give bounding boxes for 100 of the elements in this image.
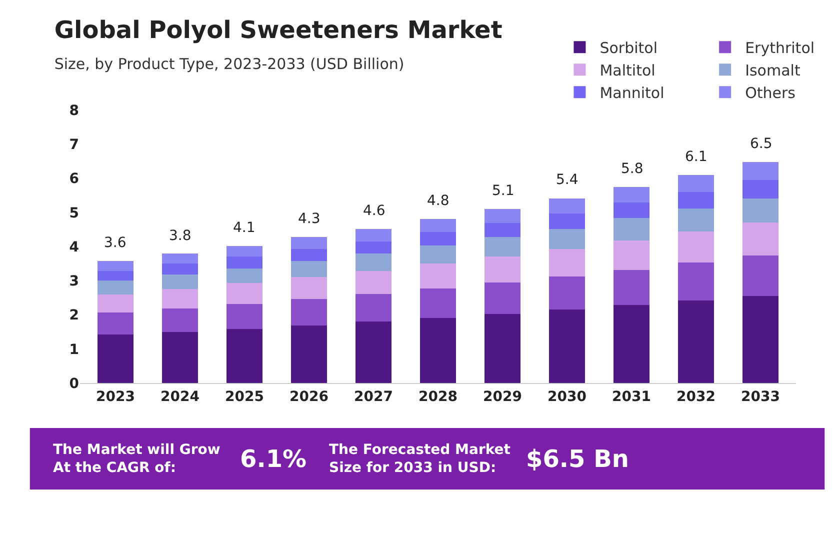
bar [613,218,650,240]
legend-label: Maltitol [600,61,656,80]
bar [97,280,134,294]
bar [484,208,521,223]
x-tick-label: 2030 [548,388,587,405]
bar [548,228,586,249]
bar [162,332,198,383]
bar [355,294,392,322]
legend-label: Mannitol [600,84,664,102]
total-label: 5.4 [556,172,578,188]
x-tick-label: 2033 [741,388,780,405]
bar [678,192,714,209]
x-tick-label: 2029 [483,388,522,405]
bar [548,276,586,310]
bar [162,288,198,309]
legend-label: Sorbitol [600,38,658,57]
bar [355,254,392,272]
bar [548,213,586,229]
total-label: 3.8 [169,228,192,244]
bar [226,304,263,330]
bar [742,256,779,296]
bar [420,318,456,383]
x-tick-label: 2031 [612,388,651,405]
y-tick-label: 8 [69,102,79,119]
bar [162,274,198,289]
bar [420,245,456,264]
bar [420,218,456,232]
bar [290,260,328,278]
bar [484,256,521,283]
bar [484,282,521,314]
y-tick-label: 0 [69,376,80,392]
bar [290,277,328,300]
text: The Market will Grow At the CAGR of: [53,442,220,476]
bar [613,202,650,218]
bar [97,312,134,335]
text: 6.1% [240,445,307,473]
bar [678,231,714,263]
bar [678,174,714,192]
bar [226,246,263,257]
bar [97,334,134,383]
y-tick-label: 1 [69,342,79,358]
bar [548,310,586,383]
total-label: 4.8 [427,193,450,209]
total-label: 4.3 [298,211,320,227]
bar [678,208,714,232]
bar [613,270,650,306]
bar [484,314,521,383]
bar [355,241,392,254]
bar [678,300,714,383]
x-tick-label: 2028 [418,388,458,405]
total-label: 6.1 [685,149,708,165]
bar [484,236,521,256]
total-label: 5.1 [492,183,514,199]
text: $6.5 Bn [526,445,629,473]
x-tick-label: 2024 [160,388,200,405]
bar [420,232,456,246]
total-label: 4.1 [233,220,256,236]
legend-label: Erythritol [745,38,815,57]
bar [97,261,134,272]
x-tick-label: 2027 [354,388,393,405]
bar [97,294,134,313]
bar [355,322,392,383]
bar [742,180,779,198]
bar [613,305,650,383]
x-tick-label: 2032 [676,388,716,405]
bar [226,283,263,304]
bar [742,296,779,383]
bar [613,240,650,270]
bar [290,248,328,261]
bar [548,198,586,214]
bar [678,262,714,300]
bar [290,236,328,249]
bar [162,264,198,274]
legend-label: Others [745,84,796,102]
bar [420,264,456,288]
chart-subtitle: Size, by Product Type, 2023-2033 (USD Billion) [54,55,404,74]
bar [162,308,198,332]
bar [355,228,392,242]
legend-label: Isomalt [745,61,800,80]
y-tick-label: 3 [69,274,79,290]
bar [290,299,328,326]
bar [162,254,198,264]
bar [548,248,586,277]
total-label: 5.8 [621,161,644,177]
bar [742,198,779,223]
bar [742,222,779,256]
bar [484,222,521,237]
x-tick-label: 2025 [225,388,264,405]
bar [97,271,134,280]
bar [742,162,779,180]
x-tick-label: 2026 [290,388,328,405]
bar [290,326,328,383]
x-tick-label: 2023 [96,388,135,405]
y-tick-label: 5 [69,205,79,222]
total-label: 6.5 [750,136,772,152]
total-label: 3.6 [104,235,126,251]
chart-title: Global Polyol Sweeteners Market [54,16,502,44]
bar [355,271,392,294]
bar [226,329,263,383]
text: The Forecasted Market Size for 2033 in USD: [329,442,511,476]
